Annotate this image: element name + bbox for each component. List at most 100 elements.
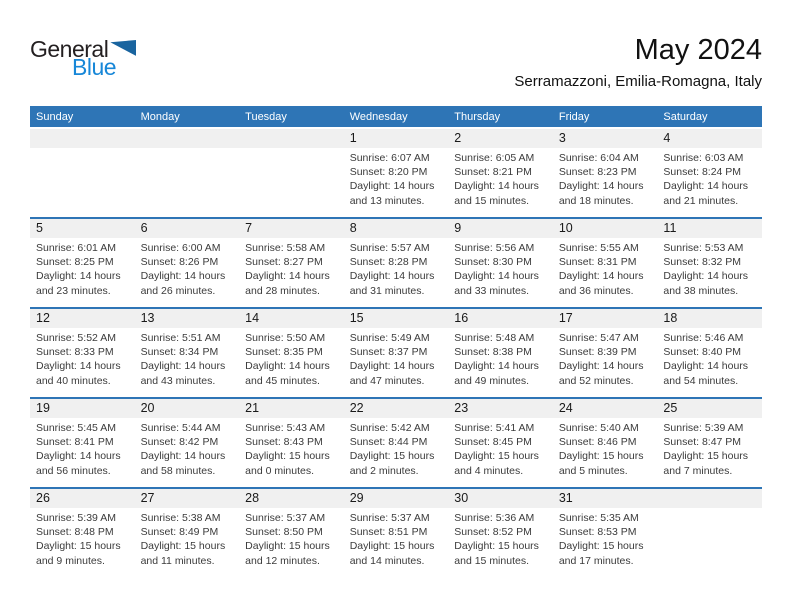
calendar-day-cell: 31 Sunrise: 5:35 AM Sunset: 8:53 PM Dayligh… [552, 489, 658, 577]
calendar-day-cell: 7 Sunrise: 5:58 AM Sunset: 8:27 PM Daylight… [239, 219, 344, 307]
day-details: Sunrise: 5:58 AM Sunset: 8:27 PM Daylight:… [239, 238, 344, 298]
day-details: Sunrise: 6:01 AM Sunset: 8:25 PM Daylight:… [30, 238, 135, 298]
day-number: 30 [448, 489, 553, 508]
calendar-day-cell: 6 Sunrise: 6:00 AM Sunset: 8:26 PM Daylight… [134, 219, 240, 307]
day-details: Sunrise: 5:45 AM Sunset: 8:41 PM Daylight:… [30, 418, 135, 478]
calendar-day-cell: 3 Sunrise: 6:04 AM Sunset: 8:23 PM Daylight… [552, 129, 658, 217]
calendar-day-cell: 4 Sunrise: 6:03 AM Sunset: 8:24 PM Daylight… [657, 129, 762, 217]
daylight-text-line2: and 15 minutes. [454, 194, 529, 207]
daylight-text-line2: and 12 minutes. [245, 554, 320, 567]
daylight-text-line2: and 5 minutes. [558, 464, 628, 477]
calendar-day-cell: 8 Sunrise: 5:57 AM Sunset: 8:28 PM Daylight… [343, 219, 449, 307]
sunrise-text: Sunrise: 6:05 AM [454, 152, 535, 164]
day-number [30, 129, 135, 148]
daylight-text-line2: and 9 minutes. [36, 554, 105, 567]
calendar-day-cell: 10 Sunrise: 5:55 AM Sunset: 8:31 PM Dayligh… [552, 219, 658, 307]
daylight-text-line2: and 40 minutes. [36, 374, 111, 387]
daylight-text-line2: and 52 minutes. [558, 374, 634, 387]
calendar-day-cell: 12 Sunrise: 5:52 AM Sunset: 8:33 PM Dayligh… [30, 309, 135, 397]
calendar-day-cell: 19 Sunrise: 5:45 AM Sunset: 8:41 PM Dayligh… [30, 399, 135, 487]
daylight-text-line1: Daylight: 14 hours [245, 270, 330, 283]
daylight-text-line1: Daylight: 14 hours [663, 270, 749, 283]
sunrise-text: Sunrise: 5:45 AM [36, 422, 116, 434]
day-number: 6 [134, 219, 240, 238]
day-number: 4 [657, 129, 762, 148]
day-details: Sunrise: 5:44 AM Sunset: 8:42 PM Daylight:… [135, 418, 240, 478]
daylight-text-line1: Daylight: 15 hours [454, 540, 539, 553]
weekday-header-friday: Friday [558, 110, 590, 123]
week-row: 19 Sunrise: 5:45 AM Sunset: 8:41 PM Dayligh… [30, 397, 762, 487]
weekday-header-sunday: Sunday [36, 110, 74, 123]
day-details: Sunrise: 5:41 AM Sunset: 8:45 PM Daylight:… [448, 418, 553, 478]
day-number: 20 [134, 399, 240, 418]
daylight-text-line1: Daylight: 14 hours [454, 180, 539, 193]
week-row: 12 Sunrise: 5:52 AM Sunset: 8:33 PM Dayligh… [30, 307, 762, 397]
day-number: 12 [30, 309, 135, 328]
sunrise-text: Sunrise: 5:53 AM [663, 242, 744, 254]
sunset-text: Sunset: 8:21 PM [454, 166, 532, 179]
daylight-text-line1: Daylight: 14 hours [663, 360, 749, 373]
day-details: Sunrise: 5:51 AM Sunset: 8:34 PM Daylight:… [135, 328, 240, 388]
calendar-day-cell: 9 Sunrise: 5:56 AM Sunset: 8:30 PM Daylight… [448, 219, 553, 307]
day-details: Sunrise: 5:49 AM Sunset: 8:37 PM Daylight:… [344, 328, 449, 388]
day-details: Sunrise: 5:38 AM Sunset: 8:49 PM Daylight:… [135, 508, 240, 568]
sunset-text: Sunset: 8:25 PM [36, 256, 114, 269]
daylight-text-line1: Daylight: 14 hours [140, 270, 226, 283]
daylight-text-line2: and 56 minutes. [36, 464, 111, 477]
calendar-day-cell: 16 Sunrise: 5:48 AM Sunset: 8:38 PM Dayligh… [448, 309, 553, 397]
calendar-day-cell: 22 Sunrise: 5:42 AM Sunset: 8:44 PM Dayligh… [343, 399, 449, 487]
sunrise-text: Sunrise: 5:46 AM [663, 332, 744, 344]
sunrise-text: Sunrise: 5:36 AM [454, 512, 535, 524]
daylight-text-line1: Daylight: 14 hours [245, 360, 330, 373]
day-number: 26 [30, 489, 135, 508]
calendar-day-cell: 1 Sunrise: 6:07 AM Sunset: 8:20 PM Daylight… [343, 129, 449, 217]
sunrise-text: Sunrise: 5:37 AM [245, 512, 326, 524]
calendar-day-cell: 21 Sunrise: 5:43 AM Sunset: 8:43 PM Dayligh… [239, 399, 344, 487]
day-number: 28 [239, 489, 344, 508]
day-number: 23 [448, 399, 553, 418]
sunrise-text: Sunrise: 5:43 AM [245, 422, 326, 434]
logo-text-general: General [30, 36, 109, 62]
daylight-text-line2: and 43 minutes. [140, 374, 216, 387]
sunset-text: Sunset: 8:28 PM [349, 256, 428, 269]
week-row: 26 Sunrise: 5:39 AM Sunset: 8:48 PM Dayligh… [30, 487, 762, 577]
week-row: 1 Sunrise: 6:07 AM Sunset: 8:20 PM Daylight… [30, 127, 762, 217]
calendar-day-cell: 30 Sunrise: 5:36 AM Sunset: 8:52 PM Dayligh… [448, 489, 553, 577]
sunset-text: Sunset: 8:50 PM [245, 526, 323, 539]
daylight-text-line2: and 2 minutes. [349, 464, 419, 477]
daylight-text-line2: and 11 minutes. [140, 554, 215, 567]
calendar-day-cell: 14 Sunrise: 5:50 AM Sunset: 8:35 PM Dayligh… [239, 309, 344, 397]
day-number: 18 [657, 309, 762, 328]
day-number: 13 [134, 309, 240, 328]
day-details: Sunrise: 5:36 AM Sunset: 8:52 PM Daylight:… [448, 508, 553, 568]
daylight-text-line1: Daylight: 14 hours [36, 360, 121, 373]
sunrise-text: Sunrise: 5:55 AM [558, 242, 639, 254]
sunset-text: Sunset: 8:39 PM [558, 346, 637, 359]
sunrise-text: Sunrise: 5:35 AM [558, 512, 639, 524]
day-details: Sunrise: 5:35 AM Sunset: 8:53 PM Daylight:… [553, 508, 658, 568]
calendar-day-cell: 24 Sunrise: 5:40 AM Sunset: 8:46 PM Dayligh… [552, 399, 658, 487]
weekday-header-tuesday: Tuesday [245, 110, 287, 123]
sunrise-text: Sunrise: 6:04 AM [558, 152, 639, 164]
daylight-text-line1: Daylight: 14 hours [558, 360, 644, 373]
sunset-text: Sunset: 8:24 PM [663, 166, 742, 179]
sunset-text: Sunset: 8:52 PM [454, 526, 532, 539]
calendar-day-cell: 15 Sunrise: 5:49 AM Sunset: 8:37 PM Dayligh… [343, 309, 449, 397]
day-details: Sunrise: 6:03 AM Sunset: 8:24 PM Daylight:… [657, 148, 762, 208]
sunset-text: Sunset: 8:30 PM [454, 256, 532, 269]
sunset-text: Sunset: 8:47 PM [663, 436, 742, 449]
day-details: Sunrise: 5:57 AM Sunset: 8:28 PM Daylight:… [344, 238, 449, 298]
sunset-text: Sunset: 8:32 PM [663, 256, 742, 269]
sunrise-text: Sunrise: 6:01 AM [36, 242, 116, 254]
sunset-text: Sunset: 8:23 PM [558, 166, 637, 179]
daylight-text-line2: and 26 minutes. [140, 284, 216, 297]
sunrise-text: Sunrise: 5:39 AM [36, 512, 116, 524]
day-details: Sunrise: 6:00 AM Sunset: 8:26 PM Daylight:… [135, 238, 240, 298]
sunrise-text: Sunrise: 5:39 AM [663, 422, 744, 434]
daylight-text-line1: Daylight: 14 hours [349, 360, 435, 373]
day-number: 24 [552, 399, 658, 418]
day-details: Sunrise: 5:50 AM Sunset: 8:35 PM Daylight:… [239, 328, 344, 388]
weekday-header-monday: Monday [140, 110, 180, 123]
sunrise-text: Sunrise: 5:37 AM [349, 512, 430, 524]
sunset-text: Sunset: 8:43 PM [245, 436, 323, 449]
